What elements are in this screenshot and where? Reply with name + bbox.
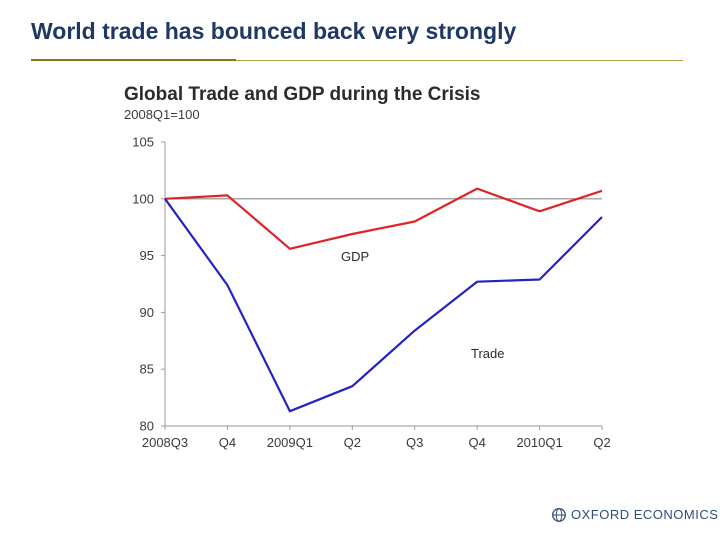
y-tick-label: 90 [140, 305, 154, 320]
y-tick-label: 105 [132, 135, 154, 150]
slide-title: World trade has bounced back very strong… [31, 18, 517, 44]
x-tick-label: Q2 [344, 435, 361, 450]
oxford-economics-logo: OXFORD ECONOMICS [552, 507, 718, 522]
y-tick-label: 100 [132, 191, 154, 206]
globe-icon [552, 507, 566, 522]
x-tick-label: Q2 [593, 435, 610, 450]
logo-text: OXFORD ECONOMICS [571, 507, 719, 522]
x-tick-label: Q3 [406, 435, 423, 450]
trade-series-label: Trade [471, 346, 504, 361]
x-tick-label: 2009Q1 [267, 435, 313, 450]
title-underline [31, 59, 236, 61]
x-tick-label: 2010Q1 [516, 435, 562, 450]
gdp-series-label: GDP [341, 249, 369, 264]
gdp-series-line [164, 187, 603, 250]
title-divider [236, 60, 683, 61]
x-tick-label: Q4 [468, 435, 485, 450]
x-tick-label: 2008Q3 [142, 435, 188, 450]
y-tick-label: 80 [140, 419, 154, 434]
chart-title: Global Trade and GDP during the Crisis [124, 84, 481, 105]
x-tick-label: Q4 [219, 435, 236, 450]
y-tick-label: 95 [140, 248, 154, 263]
trade-series-line [164, 198, 603, 413]
chart-subtitle: 2008Q1=100 [124, 107, 200, 122]
y-tick-label: 85 [140, 362, 154, 377]
